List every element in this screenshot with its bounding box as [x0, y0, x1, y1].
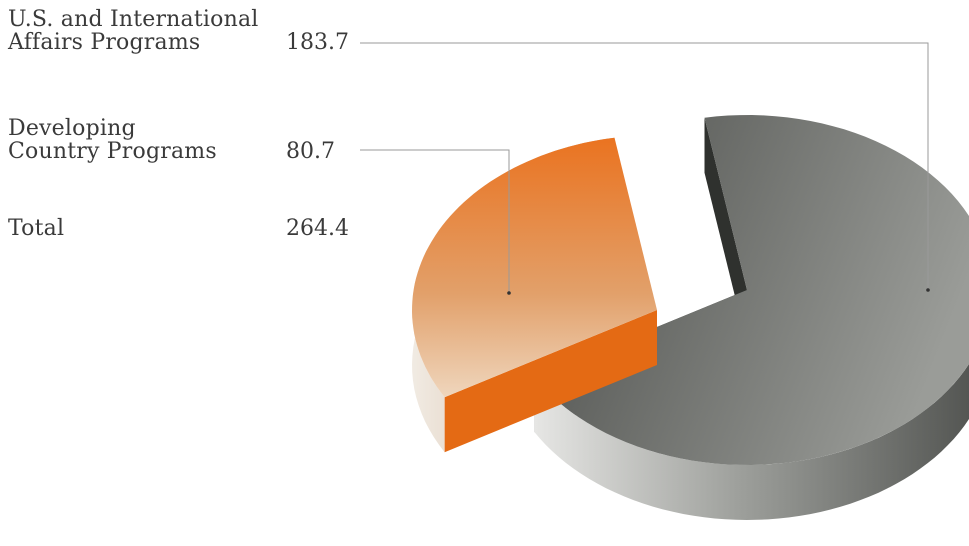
- legend-label-developing-line1: Developing: [8, 116, 136, 141]
- legend-label-total: Total: [8, 216, 65, 241]
- leader-dot-us-international: [926, 288, 930, 292]
- legend-value-total: 264.4: [286, 216, 349, 241]
- legend-label-us-international-line1: U.S. and International: [8, 7, 259, 32]
- legend-value-us-international: 183.7: [286, 30, 349, 55]
- pie-slice-developing-inner-face: [444, 310, 657, 453]
- legend-label-us-international-line2: Affairs Programs: [8, 30, 201, 55]
- pie-slice-developing: [412, 137, 657, 398]
- leader-dot-developing: [507, 291, 511, 295]
- legend-value-developing: 80.7: [286, 139, 335, 164]
- leader-line-developing: [360, 149, 510, 293]
- leader-line-us-international: [360, 42, 929, 290]
- pie-slice-us-international: [534, 115, 969, 465]
- legend-label-developing: Developing Country Programs: [8, 117, 217, 163]
- pie-slice-us-international-inner-face-a: [704, 117, 747, 345]
- legend-label-developing-line2: Country Programs: [8, 139, 217, 164]
- pie-slice-us-international-side: [534, 364, 969, 520]
- legend-label-us-international: U.S. and International Affairs Programs: [8, 8, 259, 54]
